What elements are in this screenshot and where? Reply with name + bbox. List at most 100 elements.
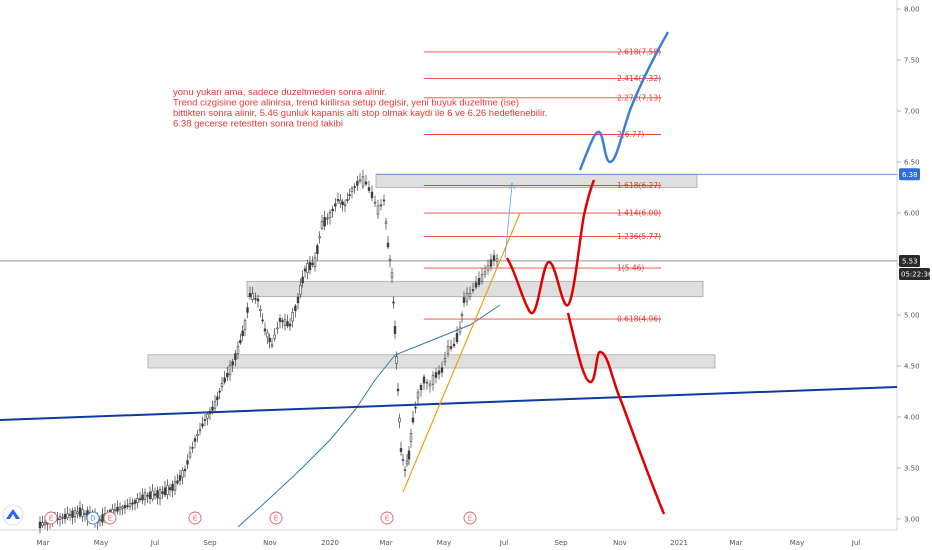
candle-body[interactable] [341, 201, 344, 205]
support-resistance-zone[interactable] [147, 354, 716, 369]
candle-body[interactable] [313, 257, 317, 267]
long-term-trend-line[interactable] [0, 386, 898, 421]
candle-body[interactable] [41, 522, 44, 526]
dividend-event-marker[interactable] [86, 511, 100, 525]
candle-body[interactable] [61, 516, 64, 519]
candle-body[interactable] [425, 381, 429, 384]
candle-body[interactable] [395, 356, 398, 364]
candle-body[interactable] [281, 320, 284, 323]
candle-body[interactable] [471, 289, 475, 291]
candle-body[interactable] [73, 510, 77, 517]
candle-body[interactable] [437, 370, 441, 375]
earnings-event-marker[interactable] [44, 511, 58, 525]
candle-body[interactable] [399, 448, 403, 452]
candle-body[interactable] [228, 365, 232, 375]
candle-body[interactable] [480, 274, 484, 282]
candle-body[interactable] [191, 447, 194, 449]
candle-body[interactable] [361, 176, 365, 187]
candle-body[interactable] [126, 505, 129, 508]
candle-body[interactable] [188, 452, 192, 458]
candle-body[interactable] [489, 259, 493, 267]
candle-body[interactable] [392, 301, 395, 304]
candle-body[interactable] [334, 203, 337, 207]
candle-body[interactable] [316, 245, 319, 255]
candle-body[interactable] [393, 325, 397, 335]
candle-body[interactable] [201, 423, 204, 427]
earnings-event-marker[interactable] [380, 511, 394, 525]
candle-body[interactable] [231, 361, 234, 366]
candle-body[interactable] [239, 340, 242, 344]
projection-red-upper[interactable] [505, 179, 596, 315]
candle-body[interactable] [148, 491, 152, 499]
candle-body[interactable] [373, 201, 377, 204]
candle-body[interactable] [198, 428, 202, 432]
candle-body[interactable] [320, 221, 324, 229]
candle-body[interactable] [311, 262, 314, 266]
candle-body[interactable] [477, 278, 481, 285]
candle-body[interactable] [234, 353, 237, 361]
candle-body[interactable] [151, 490, 154, 500]
candle-body[interactable] [178, 475, 182, 481]
candle-body[interactable] [71, 510, 74, 518]
current-price-tag[interactable] [899, 254, 920, 267]
candle-body[interactable] [278, 318, 282, 322]
candle-body[interactable] [443, 358, 447, 362]
highlight-price-tag[interactable] [899, 168, 920, 181]
candle-body[interactable] [358, 179, 362, 182]
candle-body[interactable] [296, 296, 300, 304]
candle-body[interactable] [118, 506, 122, 510]
candle-body[interactable] [455, 333, 459, 342]
candle-body[interactable] [78, 507, 82, 517]
candle-body[interactable] [486, 265, 490, 271]
candle-body[interactable] [101, 514, 104, 523]
candle-body[interactable] [407, 450, 411, 460]
candle-body[interactable] [419, 384, 423, 391]
candle-body[interactable] [303, 268, 307, 272]
candle-body[interactable] [384, 221, 388, 224]
candle-body[interactable] [213, 401, 217, 409]
candle-body[interactable] [465, 293, 469, 302]
candle-body[interactable] [143, 492, 147, 500]
candle-body[interactable] [220, 382, 224, 388]
plot-area[interactable] [0, 0, 897, 530]
candle-body[interactable] [181, 470, 184, 478]
candle-body[interactable] [367, 187, 371, 191]
candle-body[interactable] [141, 494, 144, 501]
candle-body[interactable] [254, 297, 257, 300]
candle-body[interactable] [306, 263, 309, 273]
candle-body[interactable] [350, 188, 354, 192]
candle-body[interactable] [121, 506, 124, 509]
candle-body[interactable] [483, 271, 487, 275]
candle-body[interactable] [156, 490, 159, 499]
candle-body[interactable] [462, 297, 466, 303]
candle-body[interactable] [323, 217, 326, 227]
candle-body[interactable] [81, 509, 84, 517]
candle-body[interactable] [43, 521, 47, 525]
candle-body[interactable] [98, 519, 102, 522]
candle-body[interactable] [133, 500, 137, 504]
candle-body[interactable] [158, 489, 162, 499]
candle-body[interactable] [326, 217, 329, 220]
candle-body[interactable] [153, 493, 157, 496]
earnings-event-marker[interactable] [188, 511, 202, 525]
candle-body[interactable] [382, 199, 386, 202]
projection-red-lower[interactable] [566, 312, 666, 515]
candle-body[interactable] [379, 204, 383, 207]
candle-body[interactable] [136, 497, 139, 504]
candle-body[interactable] [193, 438, 197, 442]
candle-body[interactable] [196, 433, 199, 437]
candle-body[interactable] [259, 308, 262, 312]
candle-body[interactable] [166, 485, 169, 495]
candle-body[interactable] [286, 321, 289, 327]
candle-body[interactable] [38, 521, 42, 529]
candle-body[interactable] [266, 332, 269, 338]
candle-body[interactable] [331, 208, 334, 212]
candle-body[interactable] [353, 186, 356, 188]
candle-body[interactable] [336, 199, 340, 201]
support-resistance-zone[interactable] [246, 280, 704, 298]
candle-body[interactable] [241, 330, 244, 337]
candle-body[interactable] [216, 396, 219, 401]
candle-body[interactable] [495, 258, 499, 262]
candle-body[interactable] [66, 513, 69, 519]
